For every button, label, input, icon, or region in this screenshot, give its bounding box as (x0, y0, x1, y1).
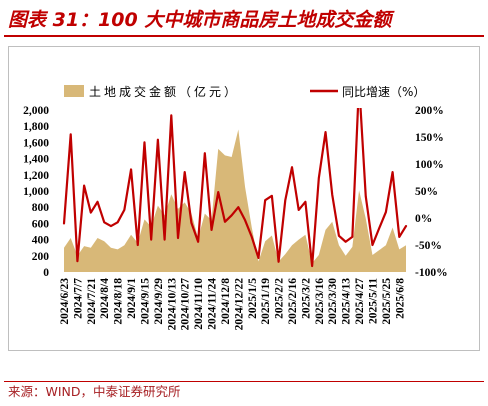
x-tick-label: 2024/11/10 (193, 278, 205, 330)
legend-label-land-amount: 土地成交金额（亿元） (89, 84, 239, 99)
chart-frame (8, 46, 480, 351)
title-rule (4, 35, 484, 37)
x-tick-label: 2025/5/11 (367, 278, 379, 324)
y-left-tick-label: 1,400 (23, 154, 49, 166)
x-tick-label: 2024/8/18 (113, 278, 125, 325)
y-right-tick-label: -50% (415, 240, 442, 252)
legend-label-yoy: 同比增速（%） (342, 85, 425, 99)
x-tick-label: 2025/3/2 (300, 278, 312, 319)
x-tick-label: 2024/11/24 (207, 278, 219, 330)
x-tick-label: 2024/8/4 (99, 278, 111, 319)
x-tick-label: 2025/6/8 (394, 278, 406, 319)
x-tick-label: 2024/9/29 (153, 278, 165, 325)
y-left-tick-label: 1,600 (23, 137, 49, 149)
y-right-tick-label: 150% (415, 132, 444, 144)
y-left-tick-label: 1,000 (23, 186, 49, 198)
x-tick-label: 2025/1/19 (260, 278, 272, 325)
legend-swatch-land-amount (64, 85, 84, 97)
x-tick-label: 2025/3/16 (314, 278, 326, 325)
figure-title: 图表 31：100 大中城市商品房土地成交金额 (8, 9, 392, 31)
x-tick-label: 2024/7/7 (72, 278, 84, 319)
x-tick-label: 2024/9/1 (126, 278, 138, 319)
y-left-tick-label: 800 (32, 202, 50, 214)
x-tick-label: 2025/4/27 (354, 278, 366, 325)
x-axis: 2024/6/23 2024/7/7 2024/7/21 2024/8/4 2024/8… (59, 278, 406, 331)
y-right-tick-label: -100% (415, 267, 448, 279)
series-line-yoy (62, 108, 408, 268)
source-note: 来源：WIND，中泰证券研究所 (8, 384, 181, 399)
y-right-tick-label: 100% (415, 159, 444, 171)
x-tick-label: 2025/1/5 (247, 278, 259, 319)
y-left-tick-label: 400 (32, 235, 50, 247)
y-left-tick-label: 1,200 (23, 170, 49, 182)
x-tick-label: 2025/2/16 (287, 278, 299, 325)
x-tick-label: 2024/9/15 (139, 278, 151, 325)
y-left-tick-label: 2,000 (23, 105, 49, 117)
x-tick-label: 2024/10/27 (180, 278, 192, 331)
y-axis-left: 0 200 400 600 800 1,000 1,200 1,400 1,600 1,800 2,… (23, 105, 49, 279)
x-tick-label: 2024/10/13 (166, 278, 178, 331)
x-tick-label: 2024/6/23 (59, 278, 71, 325)
x-tick-label: 2024/12/8 (220, 278, 232, 325)
y-right-tick-label: 50% (415, 186, 438, 198)
x-tick-label: 2025/4/13 (341, 278, 353, 325)
y-left-tick-label: 200 (32, 251, 50, 263)
y-right-tick-label: 200% (415, 105, 444, 117)
x-tick-label: 2025/2/2 (274, 278, 286, 319)
y-left-tick-label: 0 (43, 267, 49, 279)
plot-area (62, 108, 408, 272)
x-tick-label: 2024/12/22 (233, 278, 245, 331)
x-tick-label: 2024/7/21 (86, 278, 98, 325)
y-left-tick-label: 600 (32, 218, 50, 230)
legend: 土地成交金额（亿元） 同比增速（%） (64, 84, 425, 99)
series-area-land-amount (64, 129, 406, 272)
x-tick-label: 2025/5/25 (381, 278, 393, 325)
source-rule (4, 381, 484, 382)
x-tick-label: 2025/3/30 (327, 278, 339, 325)
y-left-tick-label: 1,800 (23, 121, 49, 133)
y-right-tick-label: 0% (415, 213, 432, 225)
y-axis-right: -100% -50% 0% 50% 100% 150% 200% (415, 105, 448, 279)
